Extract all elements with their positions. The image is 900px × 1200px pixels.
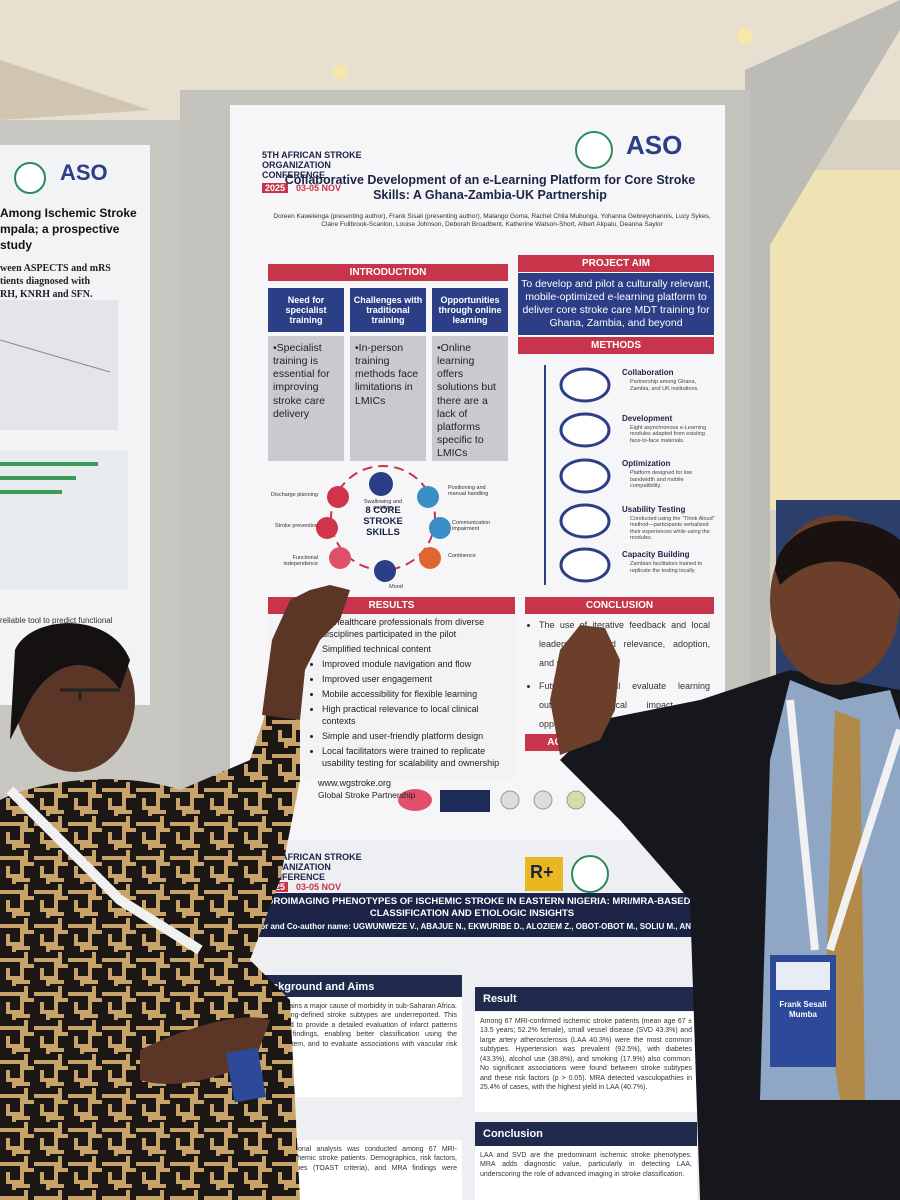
skill-icon [419, 547, 441, 569]
skill-icon [329, 547, 351, 569]
method-text: Platform designed for low bandwidth and … [630, 470, 693, 490]
result-item: 45 healthcare professionals from diverse… [322, 617, 485, 639]
title-line: mpala; a prospective study [0, 222, 120, 252]
section-text: Among 67 MRI-confirmed ischemic stroke p… [475, 1012, 697, 1112]
left-chart [0, 450, 128, 590]
chart-title-line: ween ASPECTS and mRS [0, 263, 111, 274]
conference-line: 5TH AFRICAN STROKE [262, 852, 362, 862]
left-chart [0, 300, 118, 430]
wall [770, 170, 900, 510]
intro-heading: Challenges with traditional training [350, 288, 426, 332]
section-heading: Result [475, 987, 697, 1011]
skill-label: Discharge planning [270, 492, 318, 498]
authors: Author and Co-author name: UGWUNWEZE V.,… [242, 922, 702, 931]
intro-heading: Opportunities through online learning [432, 288, 508, 332]
conference-line: CONFERENCE [262, 872, 326, 882]
conference-name: 5TH AFRICAN STROKE ORGANIZATION CONFEREN… [262, 150, 362, 180]
method-title: Capacity Building [622, 550, 690, 559]
poster-title: NEUROIMAGING PHENOTYPES OF ISCHEMIC STRO… [253, 896, 691, 919]
result-item: Improved user engagement [322, 673, 511, 685]
result-item: Improved module navigation and flow [322, 658, 511, 670]
logo: ASO [60, 160, 108, 185]
section-heading: INTRODUCTION [268, 264, 508, 281]
chart-title-line: tients diagnosed with [0, 276, 91, 287]
skill-icon [316, 517, 338, 539]
method-title: Collaboration [622, 368, 674, 377]
chart-title-line: RH, KNRH and SFN. [0, 289, 93, 300]
result-item: High practical relevance to local clinic… [322, 703, 511, 727]
aim-text: To develop and pilot a culturally releva… [518, 273, 714, 335]
skill-label: Stroke prevention [274, 523, 318, 529]
poster-title: Collaborative Development of an e-Learni… [284, 173, 696, 202]
light [737, 28, 753, 44]
result-item: Local facilitators were trained to repli… [322, 745, 511, 769]
skill-label: Functional independence [283, 555, 318, 568]
skill-icon [369, 472, 393, 496]
man [550, 515, 900, 1200]
left-chart-line [0, 339, 111, 373]
intro-body: •In-person training methods face limitat… [350, 336, 426, 461]
skill-icon [327, 486, 349, 508]
skill-label: Continence [448, 553, 476, 559]
chart-title: ween ASPECTS and mRS tients diagnosed wi… [0, 262, 150, 301]
website: www.wgstroke.org [318, 778, 392, 788]
intro-heading: Need for specialist training [268, 288, 344, 332]
result-item: Simplified technical content [322, 643, 511, 655]
skill-label: Positioning and manual handling [448, 485, 489, 498]
result-item: Simple and user-friendly platform design [322, 730, 511, 742]
skill-label: Swallowing and nutrition [363, 499, 403, 512]
section-heading: Conclusion [475, 1122, 697, 1146]
authors: Doreen Kawelenga (presenting author), Fr… [273, 213, 711, 228]
conference-line: 5TH AFRICAN STROKE [262, 150, 362, 160]
method-text: Zambian facilitators trained to replicat… [630, 561, 703, 574]
badge-name: Frank Sesali Mumba [779, 1000, 827, 1019]
section-text: LAA and SVD are the predominant ischemic… [475, 1146, 697, 1200]
conference-line: ORGANIZATION [262, 862, 331, 872]
section-heading: PROJECT AIM [518, 255, 714, 272]
dates: 03-05 NOV [296, 882, 342, 892]
intro-body: •Specialist training is essential for im… [268, 336, 344, 461]
logo: R+ [530, 862, 554, 882]
method-title: Development [622, 413, 673, 423]
conference-line: CONFERENCE [262, 170, 326, 180]
method-title: Optimization [622, 459, 671, 468]
method-text: Conducted using the "Think Aloud" method… [630, 515, 715, 542]
partner: Global Stroke Partnership [318, 790, 416, 800]
skill-label: Communication impairment [452, 520, 491, 533]
conference-line: ORGANIZATION [262, 160, 331, 170]
woman [0, 585, 350, 1200]
section-heading: METHODS [518, 337, 714, 354]
dates: 03-05 NOV [296, 183, 342, 193]
method-title: Usability Testing [622, 504, 686, 514]
year: 2025 [262, 183, 289, 193]
skill-icon [374, 560, 396, 582]
result-item: Mobile accessibility for flexible learni… [322, 688, 511, 700]
conference-name: 5TH AFRICAN STROKE ORGANIZATION CONFEREN… [262, 852, 362, 882]
skill-icon [417, 486, 439, 508]
method-text: Eight asynchronous e-Learning modules ad… [630, 424, 707, 444]
ceiling-shade [0, 60, 150, 120]
left-bar [0, 462, 98, 466]
section-heading: CONCLUSION [525, 597, 714, 614]
method-text: Partnership among Ghana, Zambia, and UK … [630, 379, 699, 392]
left-bar [0, 490, 62, 494]
poster-title: Among Ischemic Stroke mpala; a prospecti… [0, 205, 150, 253]
footer-text: reliable tool to predict functional [0, 616, 113, 625]
skill-label: Mood [389, 584, 403, 590]
method-icons [559, 367, 611, 583]
title-line: Among Ischemic Stroke [0, 206, 137, 220]
logos [14, 131, 613, 893]
skill-icon [429, 517, 451, 539]
lower-title-band [240, 893, 705, 937]
skills-center: 8 CORE STROKE SKILLS [363, 505, 403, 538]
left-bar [0, 476, 76, 480]
light [333, 65, 347, 79]
section-heading: Background and Aims [250, 975, 462, 999]
intro-body: •Online learning offers solutions but th… [432, 336, 508, 461]
logo: ASO [626, 130, 683, 160]
